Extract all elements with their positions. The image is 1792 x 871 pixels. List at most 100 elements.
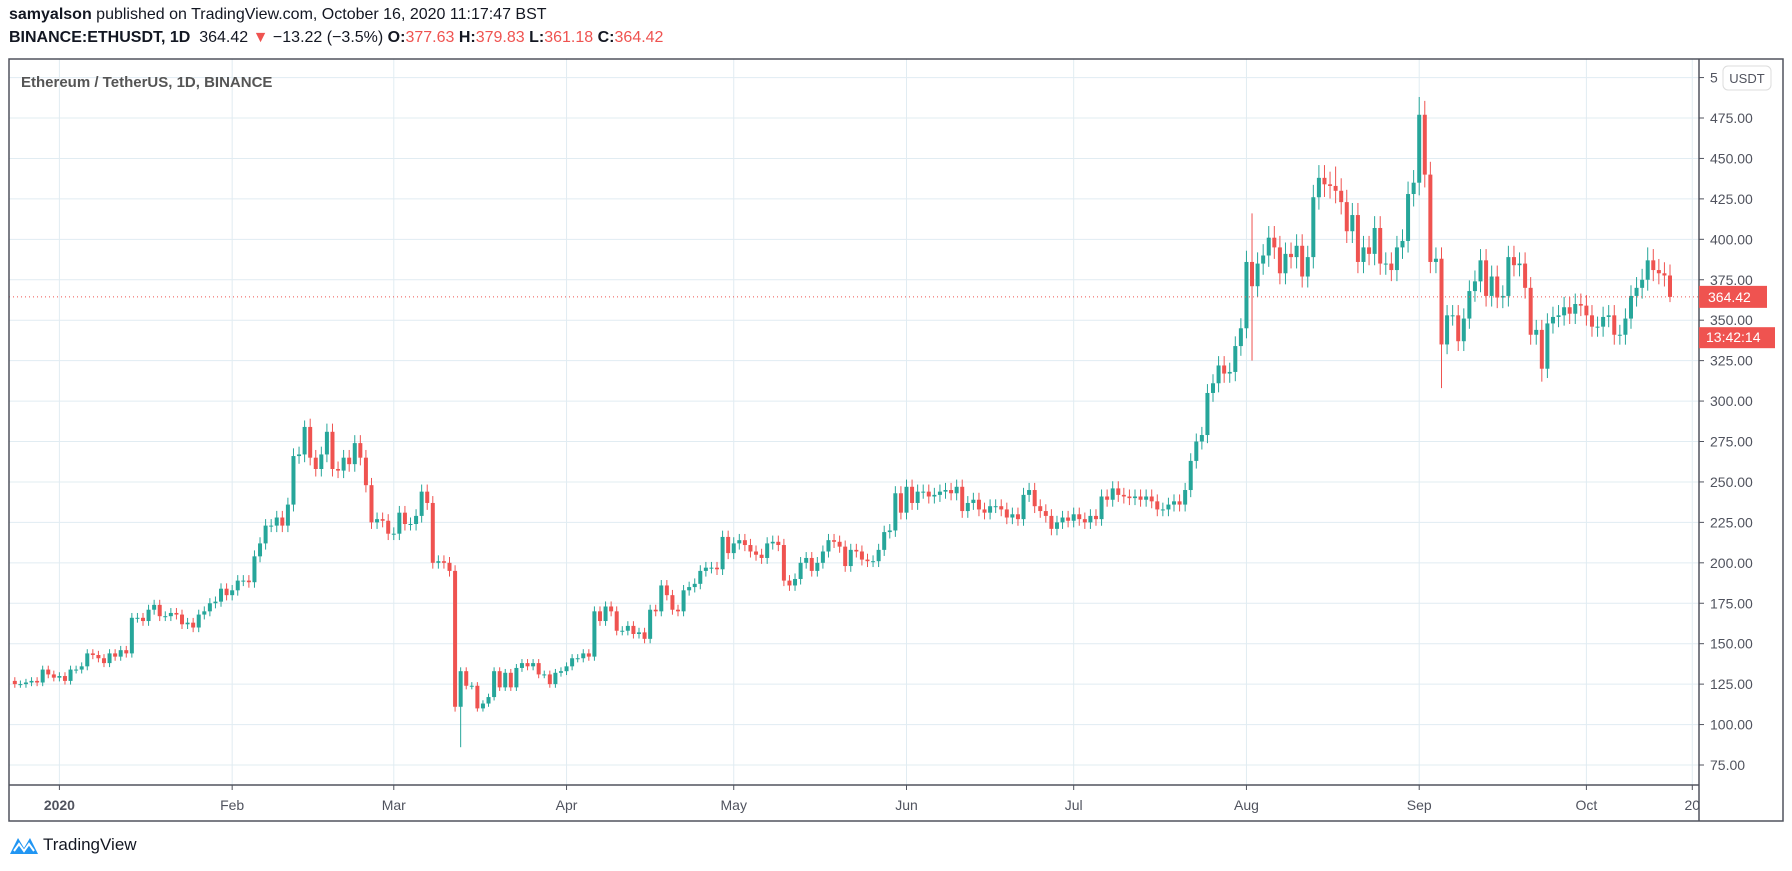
candle: [235, 575, 240, 596]
candle-body: [670, 595, 675, 610]
candle: [1266, 226, 1271, 267]
candle-body: [915, 491, 920, 503]
candle-body: [1160, 509, 1165, 511]
candle-body: [29, 680, 34, 683]
candle: [1054, 515, 1059, 536]
candle: [207, 598, 212, 617]
candle: [1132, 489, 1137, 506]
candle: [1116, 481, 1121, 502]
candle-body: [308, 426, 313, 458]
candle: [1166, 497, 1171, 517]
candle: [1578, 293, 1583, 317]
candle-body: [1595, 326, 1600, 328]
candle: [765, 537, 770, 564]
candle-body: [386, 520, 391, 534]
candle: [832, 533, 837, 548]
low-value: 361.18: [544, 29, 594, 46]
candle-body: [876, 549, 881, 562]
candle-body: [1027, 490, 1032, 495]
candle-body: [68, 669, 73, 681]
candle-body: [993, 506, 998, 508]
candle: [425, 484, 430, 510]
candle-body: [754, 551, 759, 555]
candle-body: [553, 672, 558, 685]
candle-body: [152, 604, 157, 610]
candle-body: [1489, 276, 1494, 296]
candle: [1656, 258, 1661, 285]
price-tick-label: 225.00: [1710, 514, 1753, 530]
candle: [1194, 433, 1199, 469]
candle-body: [859, 551, 864, 560]
price-axis[interactable]: 5 475.00 450.00 425.00 400.00 375.00 350.00 325…: [1699, 70, 1753, 773]
candle: [146, 604, 151, 626]
candle-body: [168, 612, 173, 617]
candle: [1188, 453, 1193, 498]
candle-body: [1634, 287, 1639, 296]
candle: [586, 649, 591, 661]
candle-body: [625, 625, 630, 631]
price-tick-label: 475.00: [1710, 110, 1753, 126]
candle: [191, 617, 196, 633]
candle-body: [659, 585, 664, 612]
candle-body: [787, 580, 792, 586]
candle: [1305, 245, 1310, 288]
currency-badge[interactable]: USDT: [1722, 65, 1772, 91]
candle: [1250, 213, 1255, 361]
candle-body: [748, 545, 753, 552]
candle-body: [246, 580, 251, 583]
time-axis[interactable]: 2020 Feb Mar Apr May Jun Jul Aug Sep Oct 20: [44, 785, 1700, 813]
candle: [943, 482, 948, 499]
candle-body: [302, 426, 307, 455]
candle-body: [207, 603, 212, 612]
candle-body: [988, 506, 993, 513]
time-tick-label: Feb: [220, 797, 244, 813]
candle: [781, 538, 786, 587]
candle: [698, 565, 703, 590]
candle: [263, 519, 268, 550]
candle-body: [1640, 279, 1645, 288]
candle-body: [536, 663, 541, 675]
candle: [453, 565, 458, 712]
candle-body: [1105, 496, 1110, 500]
candle-body: [882, 532, 887, 550]
candle: [40, 665, 45, 687]
candle: [1004, 502, 1009, 525]
candle-body: [79, 666, 84, 670]
candle-body: [347, 457, 352, 465]
candle-body: [1562, 307, 1567, 316]
candle-body: [1121, 494, 1126, 497]
candle: [1539, 319, 1544, 382]
candle-body: [575, 658, 580, 660]
candle: [1584, 295, 1589, 326]
candle: [1244, 250, 1249, 339]
candle: [1383, 252, 1388, 275]
candle-body: [776, 541, 781, 546]
price-tick-label: 150.00: [1710, 636, 1753, 652]
candle: [386, 514, 391, 541]
candle-body: [949, 490, 954, 494]
candle-body: [464, 671, 469, 686]
candle-body: [815, 562, 820, 571]
candle: [988, 499, 993, 520]
author-link[interactable]: samyalson: [9, 6, 92, 23]
candle: [358, 435, 363, 466]
candle: [135, 612, 140, 623]
time-tick-label: 2020: [44, 797, 75, 813]
candle: [1445, 305, 1450, 355]
candle: [202, 606, 207, 620]
candle: [1433, 247, 1438, 274]
candle: [486, 693, 491, 707]
candle-body: [241, 580, 246, 582]
candle: [219, 583, 224, 607]
candle: [525, 659, 530, 671]
candle: [1517, 252, 1522, 277]
price-tick-label: 450.00: [1710, 150, 1753, 166]
candle-body: [910, 486, 915, 503]
tradingview-logo[interactable]: TradingView: [9, 835, 137, 855]
candle: [1411, 170, 1416, 207]
candle: [770, 535, 775, 550]
price-tick-label: 300.00: [1710, 393, 1753, 409]
candle-body: [1322, 177, 1327, 185]
candle-body: [954, 486, 959, 494]
